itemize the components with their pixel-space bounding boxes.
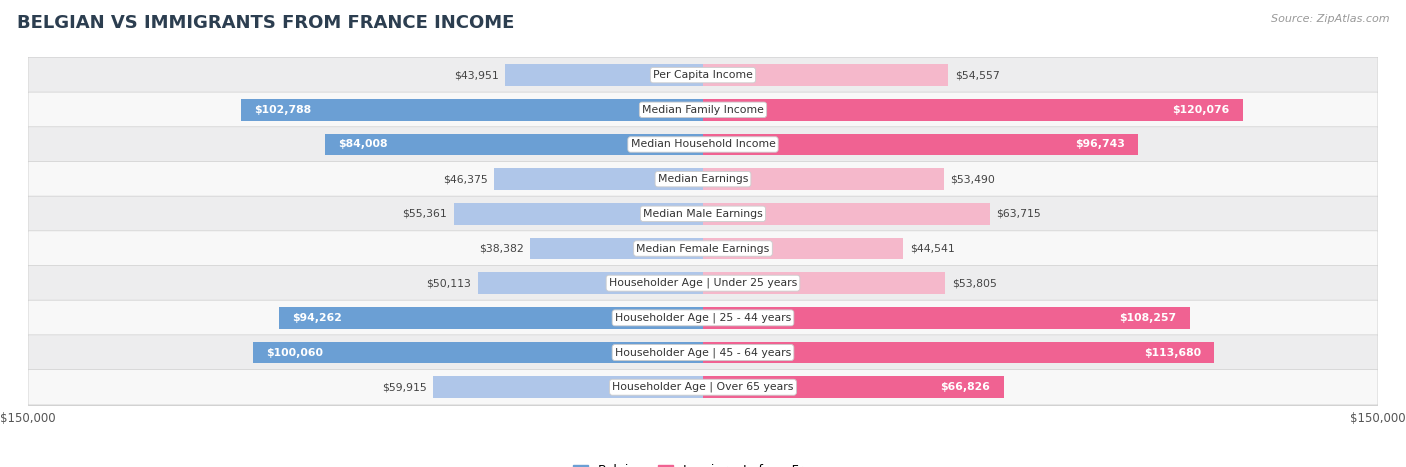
Text: $84,008: $84,008 [339, 140, 388, 149]
FancyBboxPatch shape [28, 231, 1378, 266]
Text: $102,788: $102,788 [254, 105, 311, 115]
Text: Source: ZipAtlas.com: Source: ZipAtlas.com [1271, 14, 1389, 24]
Text: $38,382: $38,382 [479, 243, 523, 254]
Bar [478, 272, 703, 294]
FancyBboxPatch shape [28, 369, 1378, 405]
Bar [703, 203, 990, 225]
Bar [530, 238, 703, 259]
Bar [278, 307, 703, 329]
Bar [703, 342, 1215, 363]
Text: $94,262: $94,262 [292, 313, 342, 323]
Bar [703, 307, 1189, 329]
Bar [703, 169, 943, 190]
Text: $120,076: $120,076 [1173, 105, 1230, 115]
Bar [703, 64, 949, 86]
Bar [703, 99, 1243, 120]
Bar [454, 203, 703, 225]
Bar [703, 134, 1139, 155]
Text: $43,951: $43,951 [454, 70, 499, 80]
Legend: Belgian, Immigrants from France: Belgian, Immigrants from France [574, 464, 832, 467]
Text: Householder Age | Under 25 years: Householder Age | Under 25 years [609, 278, 797, 289]
Text: $55,361: $55,361 [402, 209, 447, 219]
Text: Median Family Income: Median Family Income [643, 105, 763, 115]
Bar [325, 134, 703, 155]
Text: BELGIAN VS IMMIGRANTS FROM FRANCE INCOME: BELGIAN VS IMMIGRANTS FROM FRANCE INCOME [17, 14, 515, 32]
Text: $100,060: $100,060 [266, 347, 323, 358]
Text: $66,826: $66,826 [941, 382, 990, 392]
Bar [253, 342, 703, 363]
Text: Householder Age | Over 65 years: Householder Age | Over 65 years [612, 382, 794, 392]
Text: Median Earnings: Median Earnings [658, 174, 748, 184]
Bar [433, 376, 703, 398]
FancyBboxPatch shape [28, 162, 1378, 197]
FancyBboxPatch shape [28, 127, 1378, 162]
Bar [703, 376, 1004, 398]
Text: Per Capita Income: Per Capita Income [652, 70, 754, 80]
Bar [505, 64, 703, 86]
Text: $113,680: $113,680 [1144, 347, 1201, 358]
Text: $63,715: $63,715 [997, 209, 1042, 219]
Text: $46,375: $46,375 [443, 174, 488, 184]
Text: $53,490: $53,490 [950, 174, 995, 184]
Text: Householder Age | 25 - 44 years: Householder Age | 25 - 44 years [614, 312, 792, 323]
Text: $108,257: $108,257 [1119, 313, 1177, 323]
FancyBboxPatch shape [28, 196, 1378, 232]
Bar [240, 99, 703, 120]
Text: Median Household Income: Median Household Income [630, 140, 776, 149]
FancyBboxPatch shape [28, 335, 1378, 370]
Text: Median Female Earnings: Median Female Earnings [637, 243, 769, 254]
Bar [703, 238, 904, 259]
Bar [495, 169, 703, 190]
Text: $59,915: $59,915 [382, 382, 426, 392]
FancyBboxPatch shape [28, 92, 1378, 127]
Text: Householder Age | 45 - 64 years: Householder Age | 45 - 64 years [614, 347, 792, 358]
Text: $50,113: $50,113 [426, 278, 471, 288]
Text: $54,557: $54,557 [955, 70, 1000, 80]
Text: $96,743: $96,743 [1076, 140, 1125, 149]
Text: $53,805: $53,805 [952, 278, 997, 288]
Text: $44,541: $44,541 [910, 243, 955, 254]
FancyBboxPatch shape [28, 300, 1378, 336]
Bar [703, 272, 945, 294]
FancyBboxPatch shape [28, 266, 1378, 301]
Text: Median Male Earnings: Median Male Earnings [643, 209, 763, 219]
FancyBboxPatch shape [28, 57, 1378, 93]
